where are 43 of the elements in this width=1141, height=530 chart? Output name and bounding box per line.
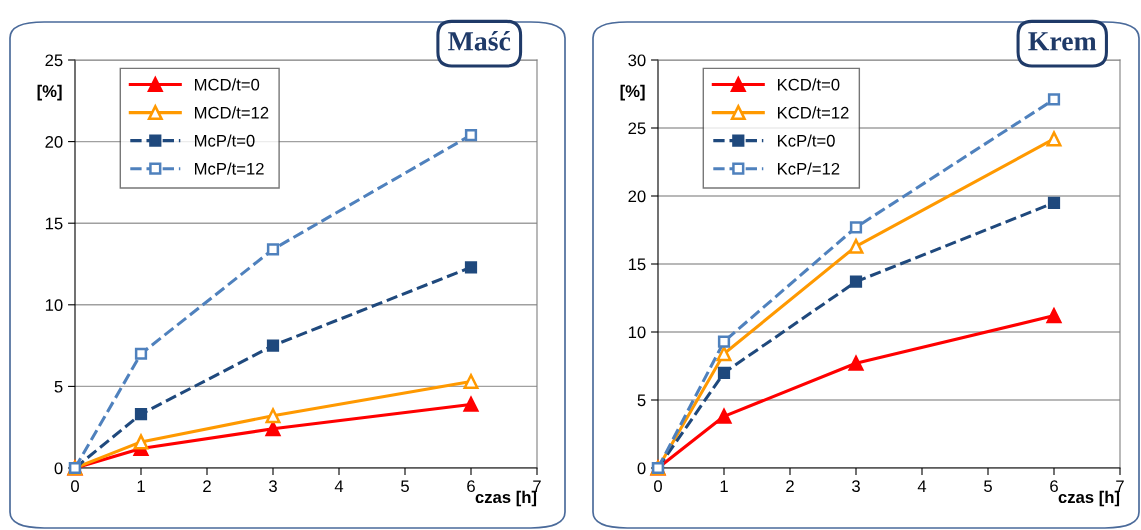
x-tick-label: 3	[269, 480, 277, 493]
x-tick-label: 2	[203, 480, 211, 492]
y-tick-label: 0	[637, 462, 646, 475]
x-tick-label: 0	[654, 480, 662, 493]
y-tick-label: 20	[628, 190, 646, 203]
x-tick-label: 5	[401, 480, 409, 493]
x-tick-label: 7	[1116, 480, 1124, 492]
x-tick-label: 6	[467, 480, 475, 493]
x-tick-label: 5	[984, 480, 992, 493]
y-tick-label: 0	[54, 462, 63, 475]
chart-title: Krem	[1028, 32, 1097, 51]
legend-label: KCD/t=12	[777, 106, 849, 119]
y-axis-title: [%]	[620, 84, 645, 101]
chart-title: Maść	[448, 31, 511, 51]
x-tick-label: 2	[786, 480, 794, 492]
y-tick-label: 5	[637, 394, 646, 407]
legend-label: KCD/t=0	[777, 78, 840, 91]
y-tick-label: 25	[628, 122, 646, 135]
x-tick-label: 1	[137, 480, 145, 492]
y-tick-label: 10	[45, 299, 63, 311]
legend-label: KcP/=12	[777, 162, 840, 175]
x-axis-title: czas [h]	[475, 490, 537, 507]
x-tick-label: 1	[720, 480, 728, 492]
y-tick-label: 10	[628, 326, 646, 339]
legend-label: MCD/t=0	[194, 78, 260, 91]
x-tick-label: 0	[71, 480, 79, 493]
legend-label: KcP/t=0	[777, 134, 835, 147]
y-axis-title: [%]	[37, 84, 62, 101]
x-axis-title: czas [h]	[1058, 490, 1120, 507]
y-tick-label: 15	[628, 258, 646, 271]
x-tick-label: 4	[917, 480, 927, 492]
legend-label: MCD/t=12	[194, 106, 269, 119]
legend-label: McP/t=0	[194, 134, 255, 147]
x-tick-label: 7	[533, 480, 541, 492]
legend-label: McP/t=12	[194, 162, 264, 175]
x-tick-label: 4	[334, 480, 344, 492]
y-tick-label: 20	[45, 136, 63, 148]
x-tick-label: 6	[1050, 480, 1058, 493]
x-tick-label: 3	[852, 480, 860, 493]
y-tick-label: 25	[45, 54, 63, 67]
y-tick-label: 5	[54, 380, 63, 393]
y-tick-label: 15	[45, 217, 63, 230]
y-tick-label: 30	[628, 54, 646, 67]
